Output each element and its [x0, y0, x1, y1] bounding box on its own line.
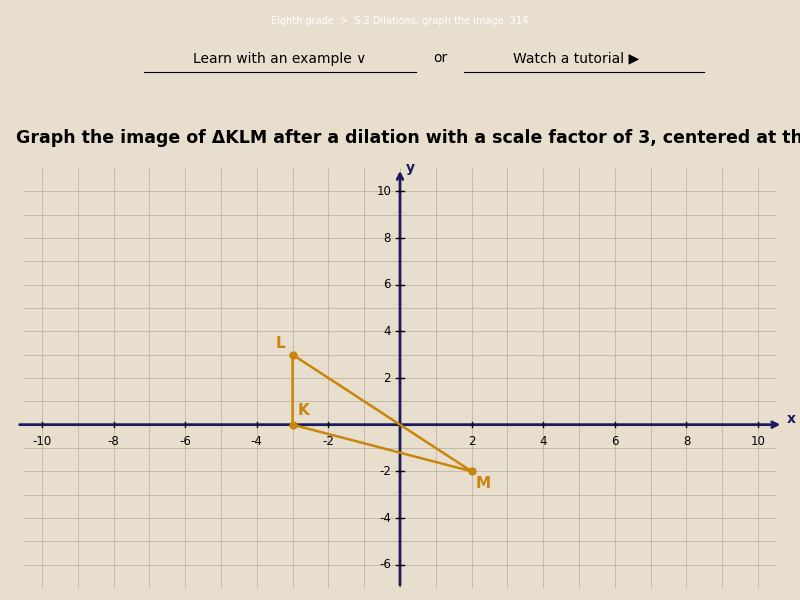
- Text: L: L: [276, 336, 286, 351]
- Text: -8: -8: [108, 435, 119, 448]
- Text: -4: -4: [251, 435, 262, 448]
- Text: -4: -4: [379, 511, 391, 524]
- Text: -6: -6: [379, 558, 391, 571]
- Text: 10: 10: [750, 435, 766, 448]
- Text: 4: 4: [539, 435, 547, 448]
- Text: Learn with an example ∨: Learn with an example ∨: [194, 52, 366, 65]
- Text: 2: 2: [383, 371, 391, 385]
- Text: -6: -6: [179, 435, 191, 448]
- Text: -2: -2: [379, 465, 391, 478]
- Text: 8: 8: [384, 232, 391, 245]
- Text: Watch a tutorial ▶: Watch a tutorial ▶: [513, 52, 639, 65]
- Text: Graph the image of ΔKLM after a dilation with a scale factor of 3, centered at t: Graph the image of ΔKLM after a dilation…: [16, 129, 800, 147]
- Text: -10: -10: [32, 435, 51, 448]
- Text: 10: 10: [376, 185, 391, 198]
- Text: -2: -2: [322, 435, 334, 448]
- Text: 4: 4: [383, 325, 391, 338]
- Text: 6: 6: [611, 435, 618, 448]
- Text: 2: 2: [468, 435, 475, 448]
- Text: x: x: [786, 412, 796, 426]
- Text: y: y: [406, 161, 414, 175]
- Text: 8: 8: [682, 435, 690, 448]
- Text: or: or: [433, 52, 447, 65]
- Text: 6: 6: [383, 278, 391, 291]
- Text: M: M: [475, 476, 490, 491]
- Text: K: K: [298, 403, 310, 418]
- Text: Eighth grade  >  S.2 Dilations: graph the image  314: Eighth grade > S.2 Dilations: graph the …: [271, 16, 529, 26]
